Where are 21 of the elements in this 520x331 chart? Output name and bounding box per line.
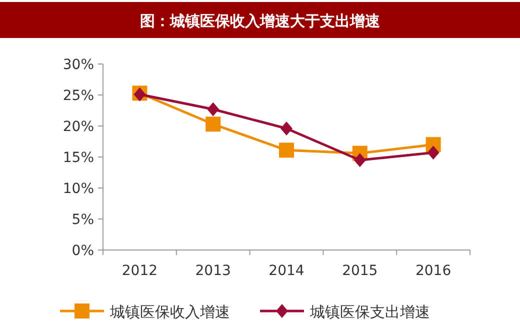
x-tick-label: 2012 (122, 263, 158, 279)
x-tick-label: 2014 (268, 263, 304, 279)
y-tick-label: 10% (62, 181, 94, 197)
y-tick-label: 20% (62, 119, 94, 135)
y-tick-label: 5% (72, 212, 94, 228)
point (279, 142, 294, 158)
y-tick-label: 30% (62, 57, 94, 73)
point (354, 153, 366, 168)
x-tick-label: 2016 (415, 263, 452, 279)
point (280, 121, 292, 136)
y-tick-label: 15% (62, 150, 94, 166)
x-tick-label: 2015 (342, 263, 378, 279)
legend-label: 城镇医保收入增速 (109, 303, 230, 321)
point (206, 116, 221, 132)
point (427, 146, 440, 160)
chart-title: 图：城镇医保收入增速大于支出增速 (140, 12, 381, 30)
point (207, 102, 220, 116)
legend-label: 城镇医保支出增速 (309, 303, 430, 321)
x-tick-label: 2013 (195, 263, 231, 279)
y-tick-label: 25% (62, 88, 94, 104)
y-tick-label: 0% (72, 243, 94, 259)
